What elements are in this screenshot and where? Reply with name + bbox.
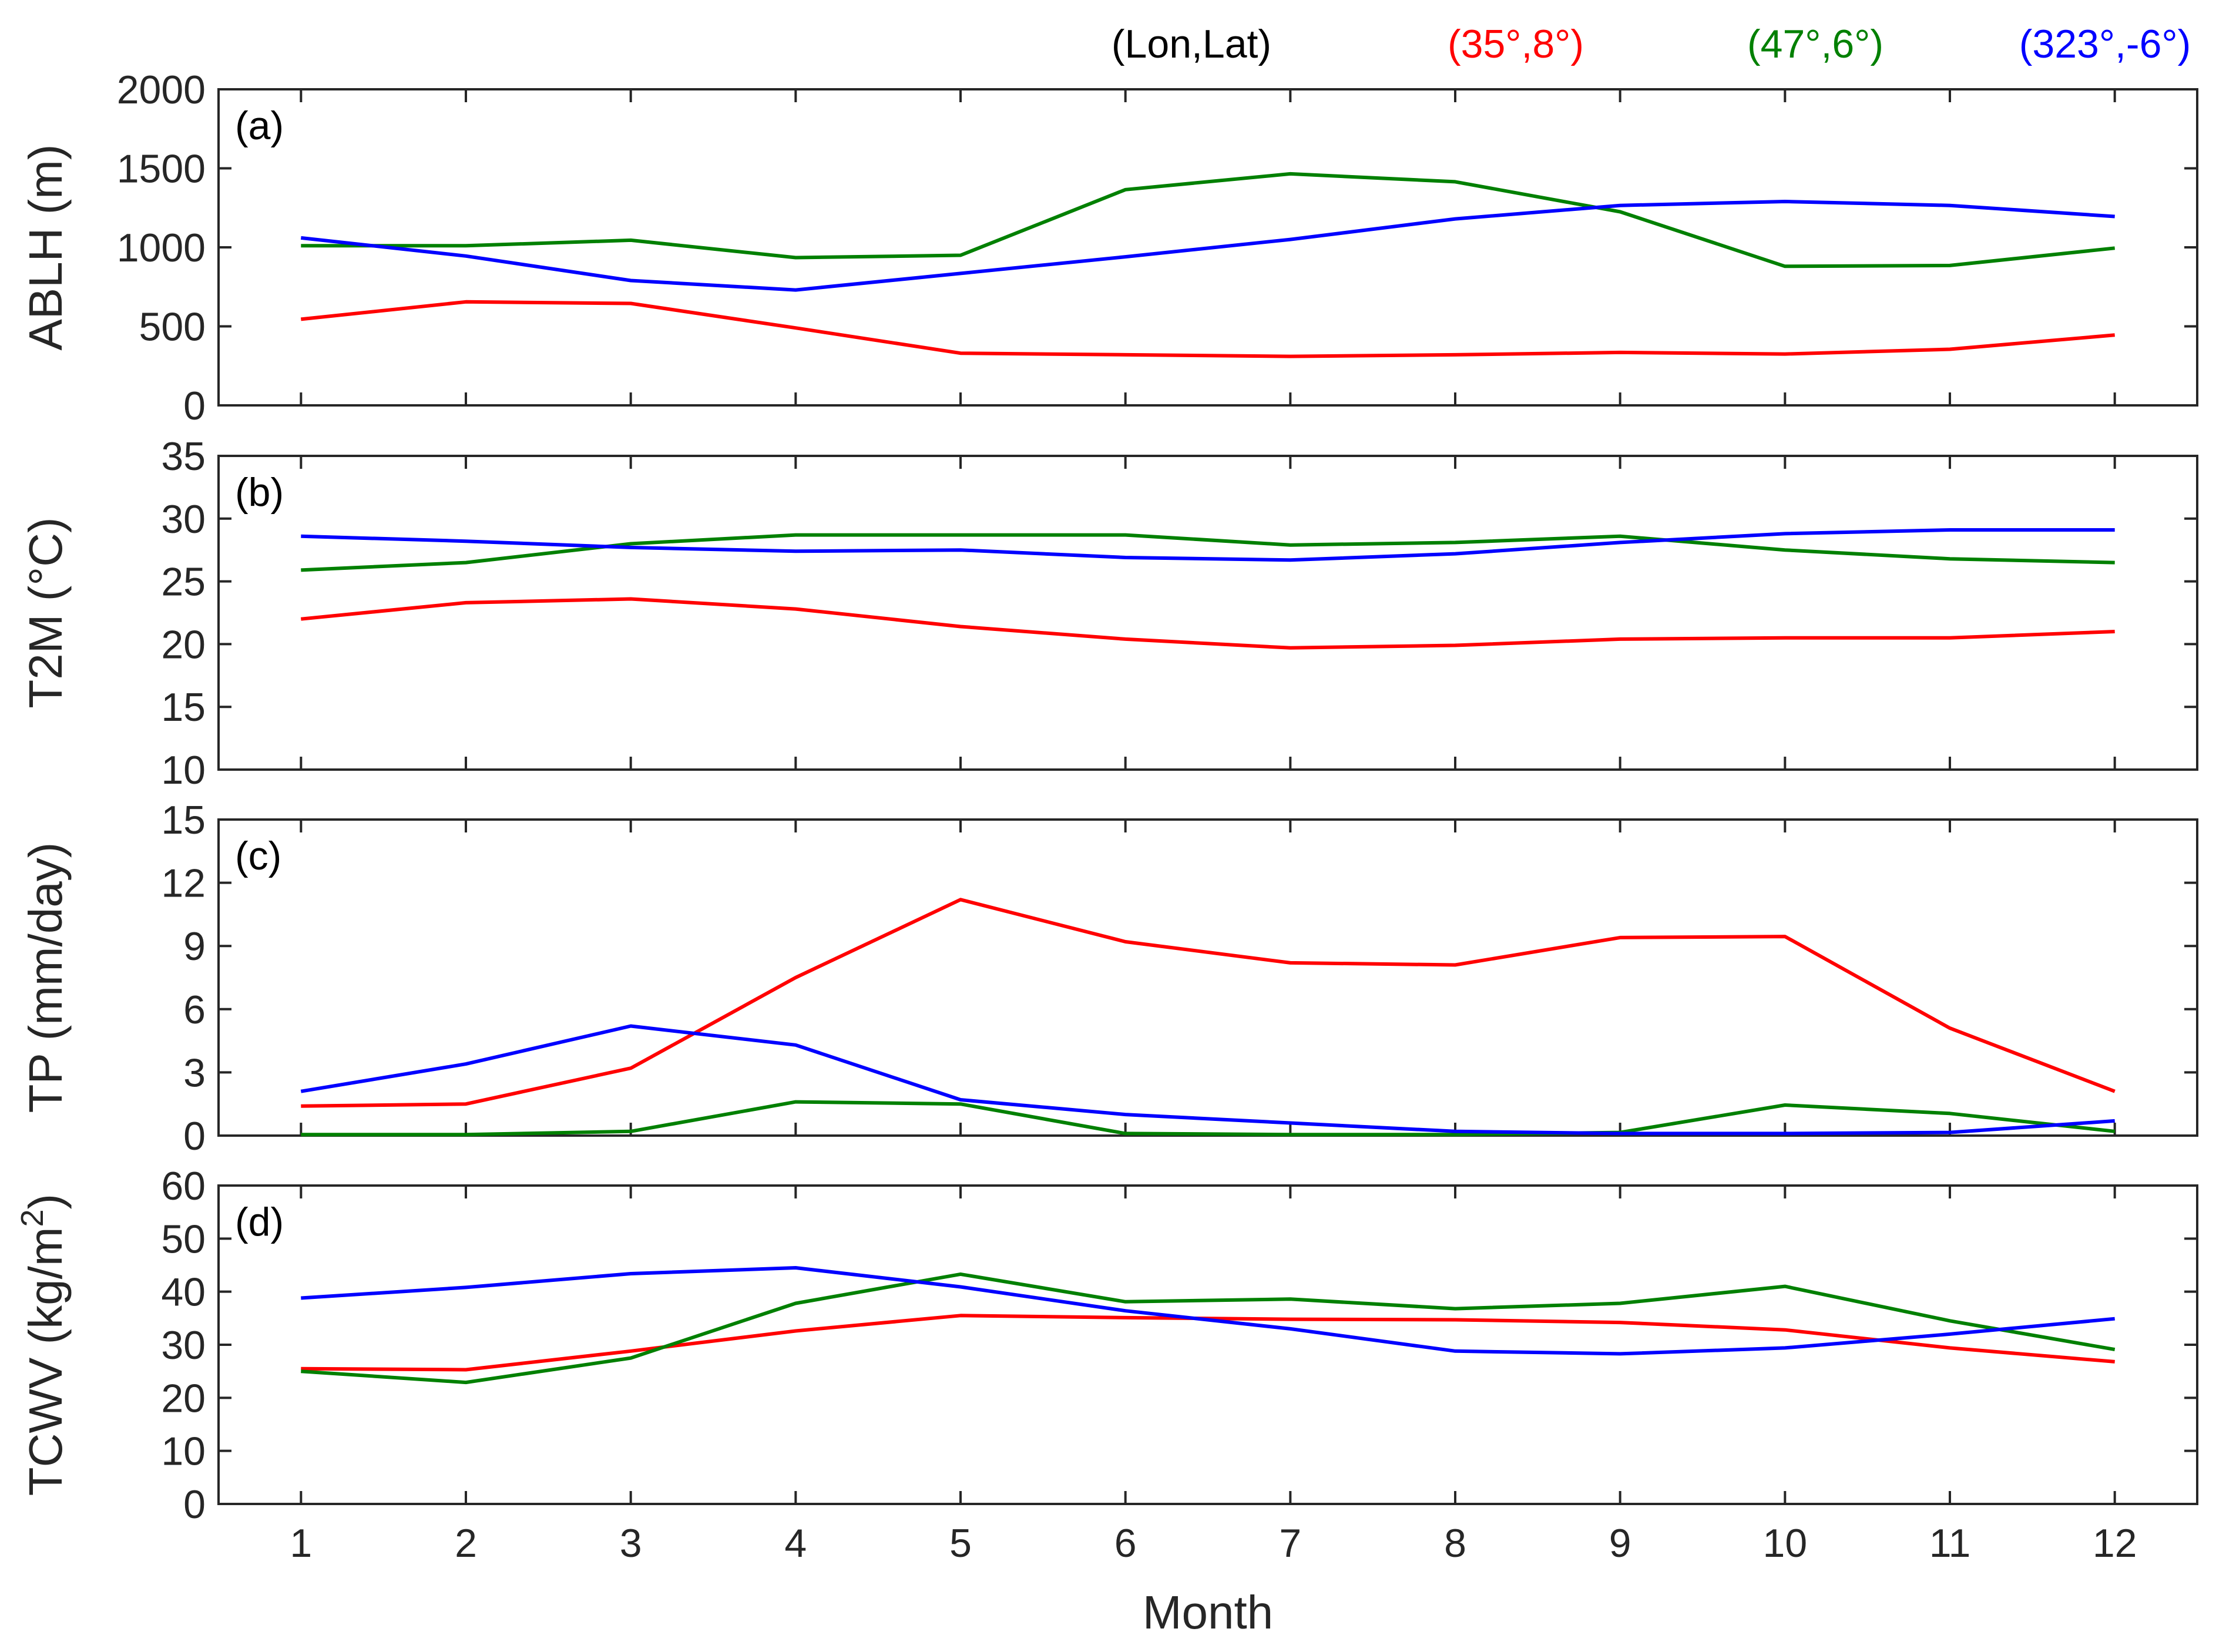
- x-tick-label: 4: [784, 1521, 807, 1566]
- series-line-d-2: [301, 1272, 2116, 1385]
- y-tick-label: 50: [161, 1217, 206, 1261]
- legend-header: (Lon,Lat): [1112, 22, 1271, 66]
- y-axis-label: T2M (°C): [19, 517, 72, 708]
- y-tick-label: 30: [161, 1323, 206, 1368]
- x-tick-label: 5: [949, 1521, 972, 1566]
- y-tick-label: 3: [183, 1050, 206, 1095]
- y-axis-label: TCWV (kg/m2): [15, 1194, 72, 1496]
- panel-label: (c): [235, 834, 281, 878]
- y-tick-label: 60: [161, 1164, 206, 1208]
- axes-frame: [217, 455, 2198, 771]
- legend-entry-1: (35°,8°): [1448, 22, 1584, 66]
- axes-frame: [217, 1184, 2198, 1505]
- x-tick-label: 7: [1279, 1521, 1301, 1566]
- y-tick-label: 6: [183, 988, 206, 1032]
- y-tick-label: 500: [139, 305, 206, 350]
- panel-b: 10 15 20 25 30 35 (b) T2M (°C): [19, 434, 2198, 793]
- y-axis-label: ABLH (m): [19, 144, 72, 350]
- axes-frame: [217, 818, 2198, 1137]
- legend: (Lon,Lat) (35°,8°) (47°,6°) (323°,-6°): [1112, 22, 2191, 66]
- x-tick-label: 10: [1763, 1521, 1808, 1566]
- y-tick-label: 1000: [117, 226, 206, 270]
- y-tick-label: 12: [161, 861, 206, 906]
- y-tick-label: 15: [161, 798, 206, 842]
- y-tick-label: 0: [183, 384, 206, 428]
- y-tick-label: 20: [161, 622, 206, 667]
- series-line-b-1: [301, 597, 2115, 650]
- y-tick-label: 1500: [117, 147, 206, 192]
- panel-c: 0 3 6 9 12 15 (c) TP (mm/day): [19, 798, 2198, 1159]
- panel-a: 0 500 1000 1500 2000 (a) ABLH (m): [19, 68, 2198, 428]
- y-axis-label-close: ): [19, 1194, 72, 1210]
- x-tick-label: 11: [1929, 1521, 1971, 1566]
- series-line-c-3: [300, 1024, 2115, 1136]
- panel-label: (a): [235, 103, 284, 148]
- series-line-a-2: [301, 172, 2116, 268]
- y-tick-label: 25: [161, 560, 206, 605]
- y-axis-label-main: TCWV (kg/m: [19, 1227, 72, 1496]
- x-tick-label: 2: [455, 1521, 477, 1566]
- legend-entry-3: (323°,-6°): [2019, 22, 2191, 66]
- series-line-c-2: [301, 1100, 2116, 1137]
- series-line-d-3: [301, 1266, 2115, 1356]
- series-line-a-3: [300, 200, 2115, 292]
- y-tick-label: 40: [161, 1270, 206, 1315]
- y-tick-label: 30: [161, 497, 206, 542]
- panel-label: (d): [235, 1200, 284, 1244]
- y-tick-label: 2000: [117, 68, 206, 112]
- series-line-a-1: [300, 300, 2115, 358]
- series-line-b-3: [301, 528, 2115, 562]
- panel-label: (b): [235, 470, 284, 515]
- legend-entry-2: (47°,6°): [1747, 22, 1883, 66]
- y-tick-label: 9: [183, 924, 206, 969]
- y-axis-label: TP (mm/day): [19, 842, 72, 1113]
- x-tick-label: 1: [290, 1521, 312, 1566]
- x-tick-label: 8: [1444, 1521, 1466, 1566]
- y-tick-label: 15: [161, 685, 206, 730]
- y-tick-label: 0: [183, 1114, 206, 1159]
- y-axis-label-superscript: 2: [15, 1209, 50, 1227]
- x-axis-label: Month: [1143, 1586, 1273, 1638]
- x-tick-label: 6: [1114, 1521, 1137, 1566]
- y-tick-label: 0: [183, 1482, 206, 1527]
- x-tick-label: 3: [620, 1521, 642, 1566]
- y-tick-label: 10: [161, 1429, 206, 1474]
- y-tick-label: 10: [161, 748, 206, 793]
- series-line-b-2: [301, 533, 2115, 572]
- x-tick-label: 9: [1609, 1521, 1631, 1566]
- series-line-c-1: [301, 898, 2116, 1108]
- x-tick-label: 12: [2093, 1521, 2137, 1566]
- y-tick-label: 20: [161, 1376, 206, 1421]
- y-tick-label: 35: [161, 434, 206, 479]
